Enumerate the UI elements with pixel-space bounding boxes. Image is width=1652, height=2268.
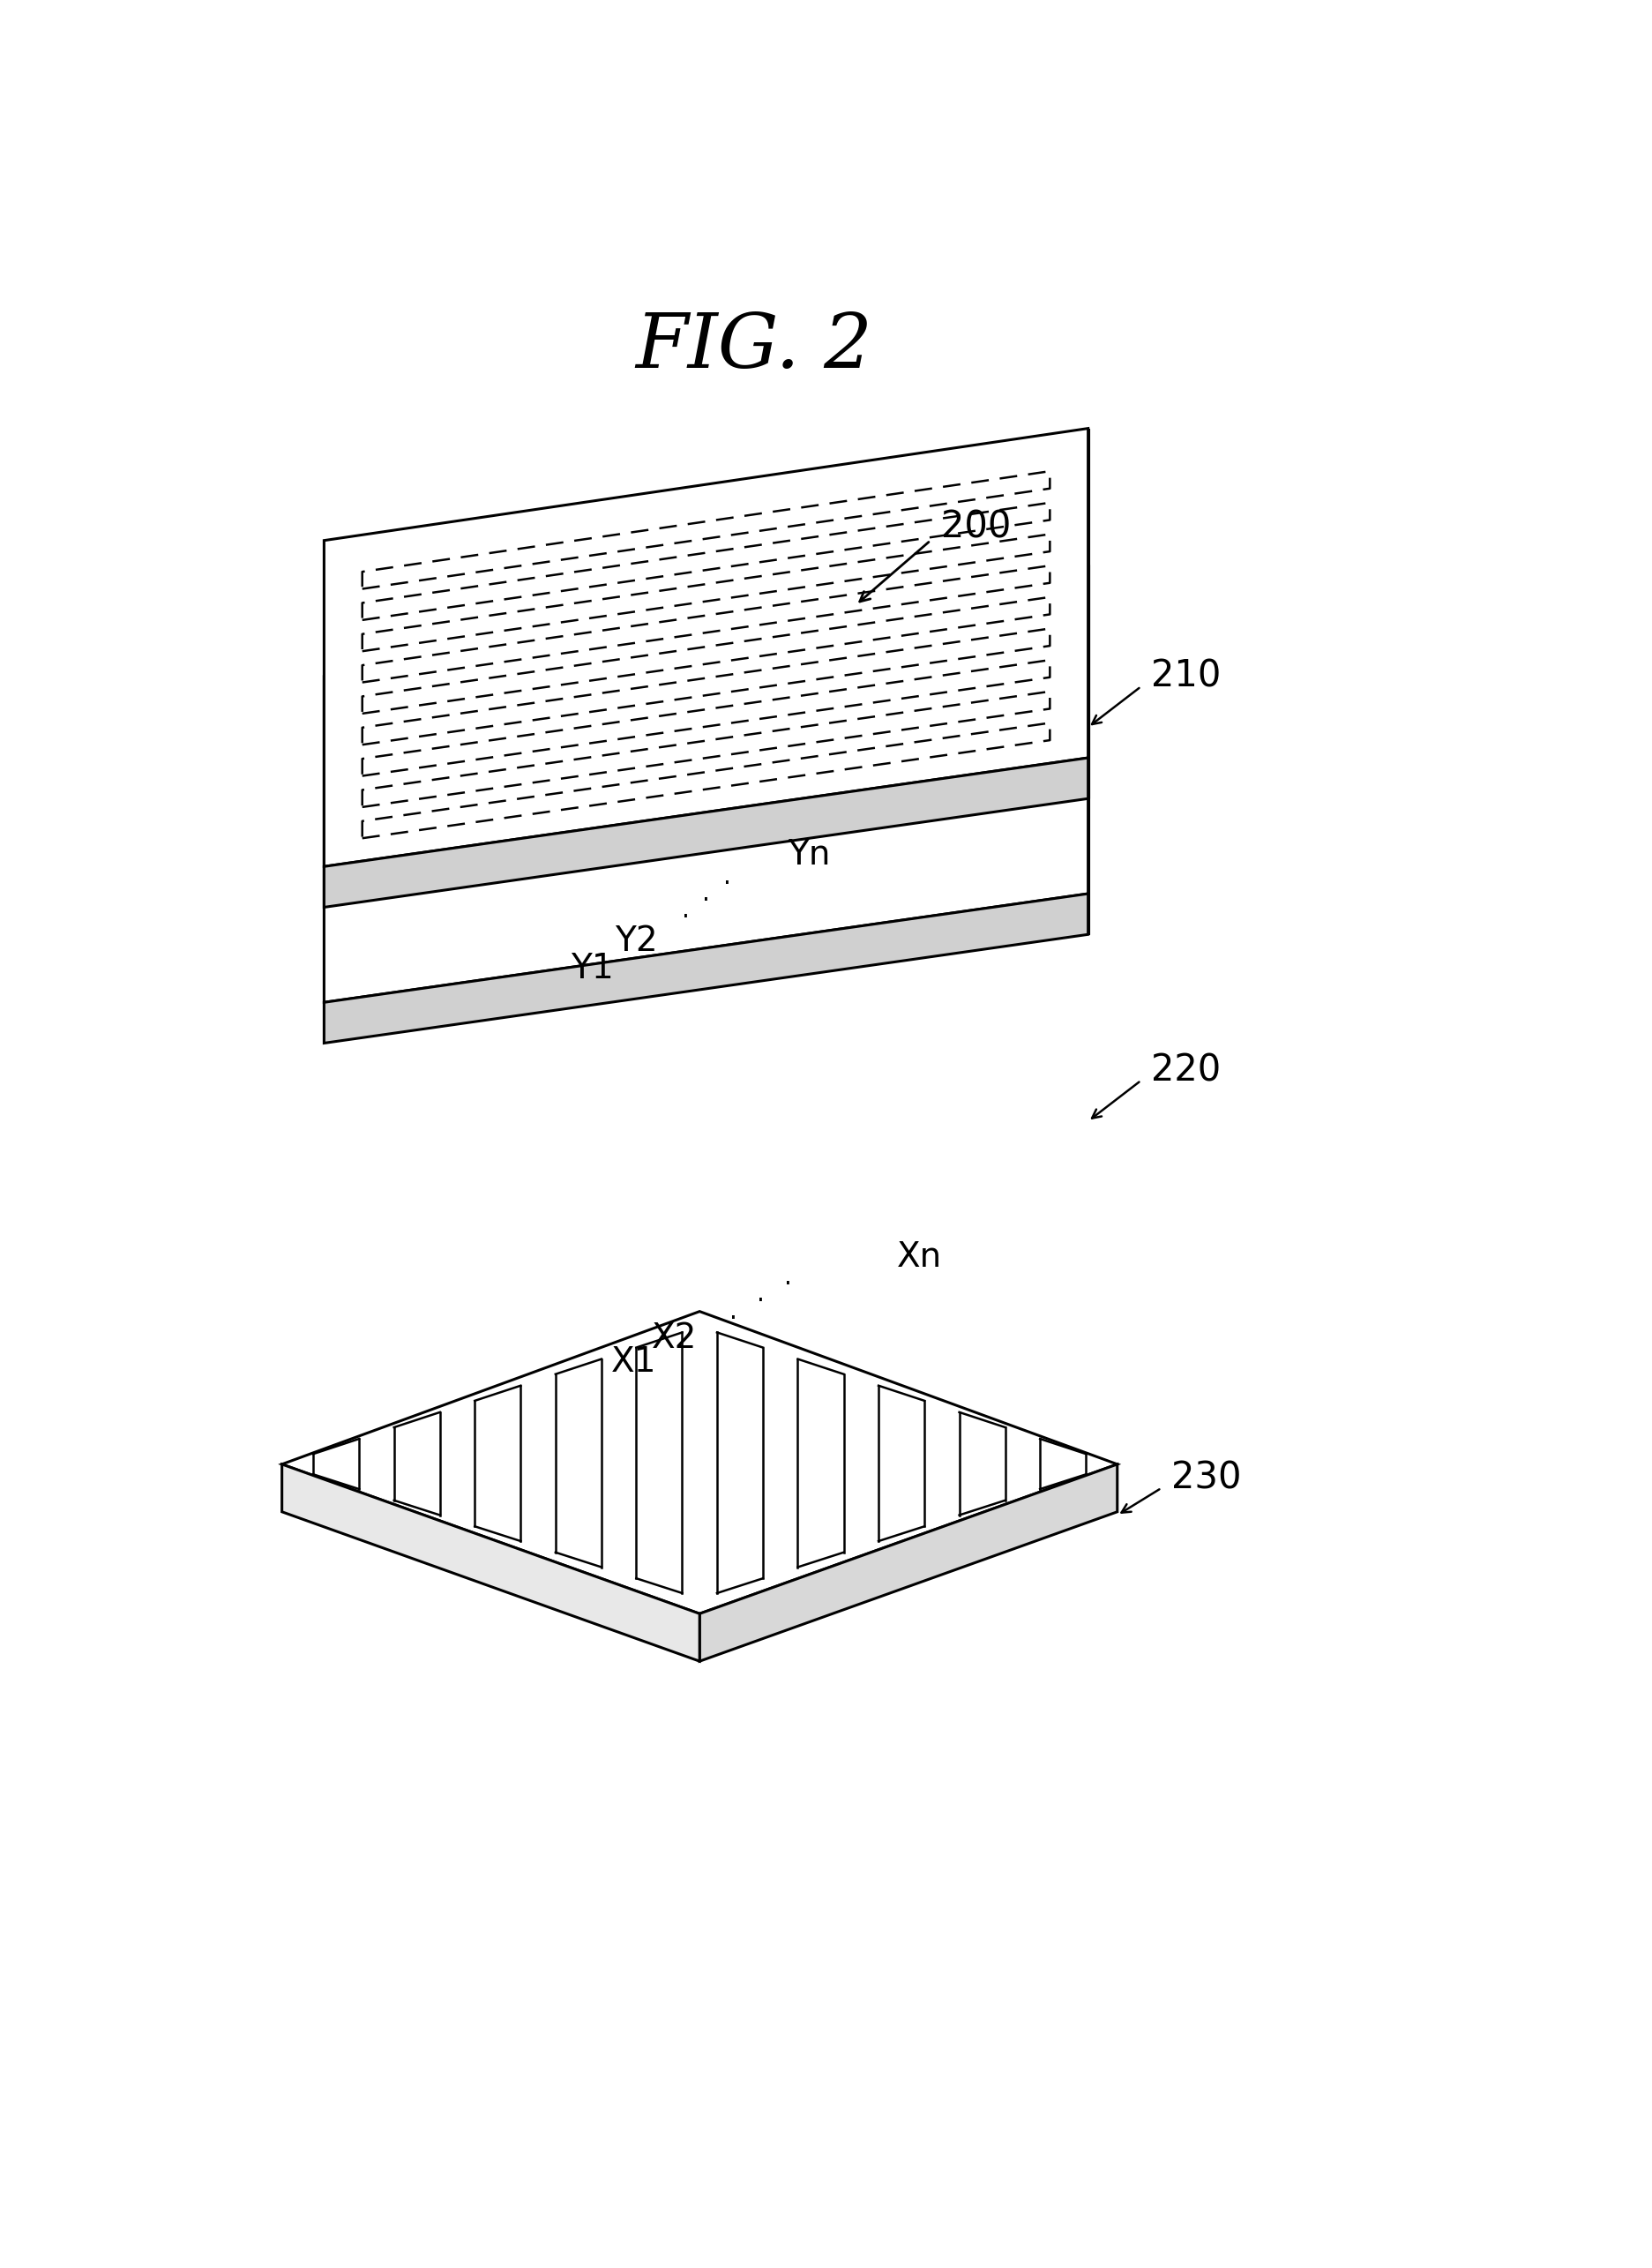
- Text: Yn: Yn: [788, 839, 831, 871]
- Polygon shape: [282, 1465, 699, 1660]
- Text: 230: 230: [1171, 1458, 1242, 1497]
- Text: .: .: [730, 1300, 737, 1325]
- Text: 220: 220: [1151, 1052, 1221, 1089]
- Text: .: .: [724, 864, 730, 889]
- Text: Y1: Y1: [570, 953, 613, 984]
- Text: .: .: [682, 898, 691, 923]
- Text: .: .: [785, 1266, 791, 1290]
- Polygon shape: [324, 758, 1089, 907]
- Text: X2: X2: [653, 1322, 697, 1356]
- Polygon shape: [699, 1465, 1117, 1660]
- Polygon shape: [282, 1311, 1117, 1615]
- Polygon shape: [324, 894, 1089, 1043]
- Text: 200: 200: [940, 508, 1011, 544]
- Text: X1: X1: [611, 1345, 657, 1379]
- Text: 210: 210: [1151, 658, 1221, 694]
- Text: FIG. 2: FIG. 2: [636, 311, 872, 383]
- Text: Y2: Y2: [615, 925, 657, 957]
- Polygon shape: [324, 565, 1089, 1002]
- Text: Xn: Xn: [897, 1241, 942, 1275]
- Text: .: .: [757, 1281, 765, 1306]
- Text: .: .: [702, 882, 710, 905]
- Polygon shape: [324, 429, 1089, 866]
